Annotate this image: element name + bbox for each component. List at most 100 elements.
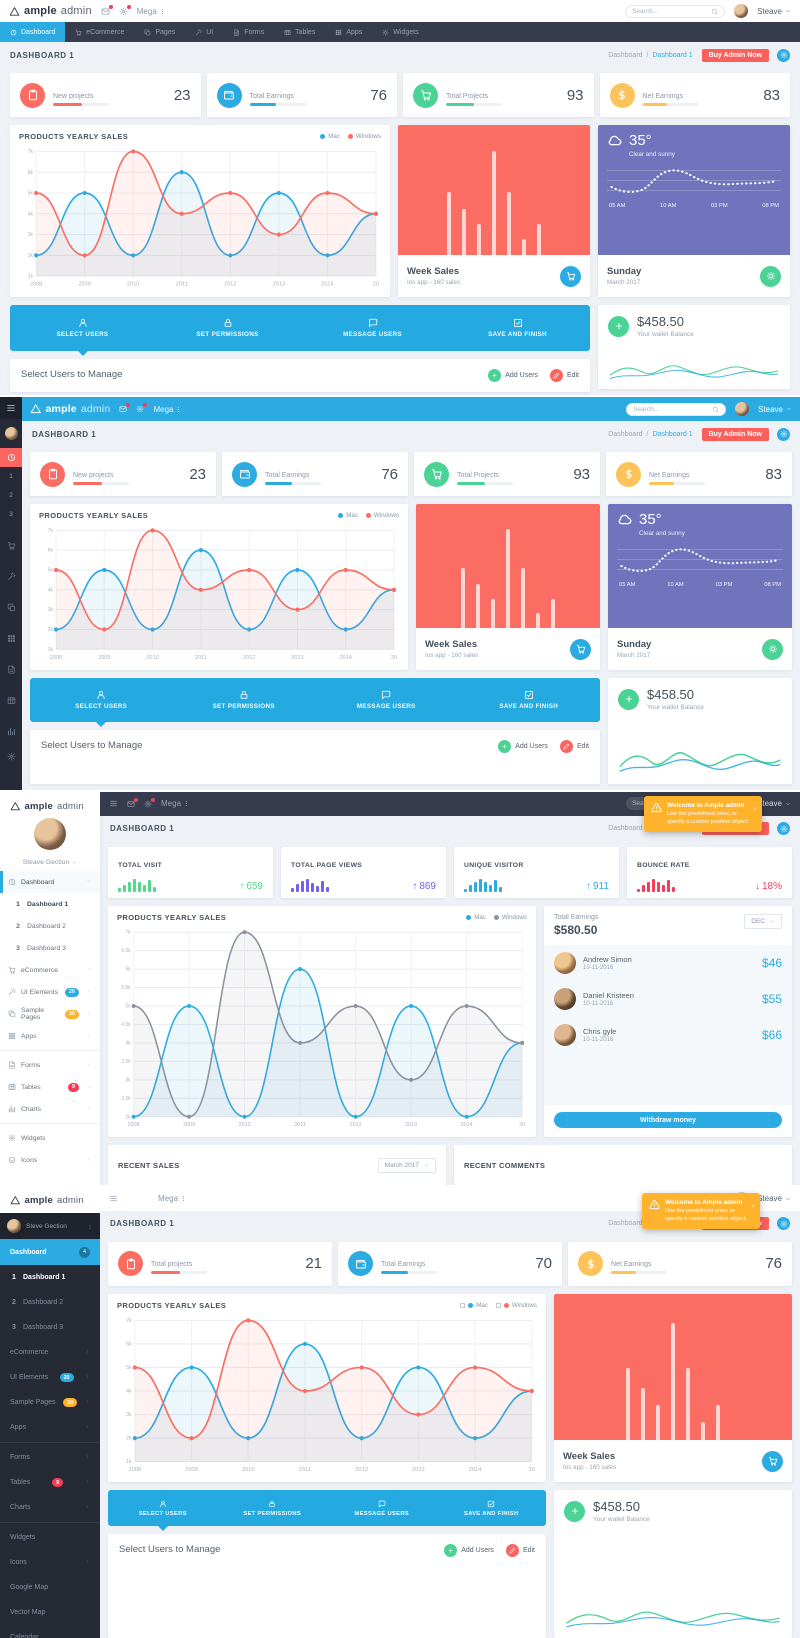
avatar[interactable] (734, 4, 749, 18)
step-select-users[interactable]: SELECT USERS (10, 305, 155, 351)
wallet-add-button[interactable] (608, 315, 629, 337)
add-users-button[interactable]: Add Users (444, 1544, 494, 1557)
avatar[interactable] (554, 987, 576, 1010)
nav-item-dashboard[interactable]: Dashboard (0, 22, 66, 42)
settings-button[interactable] (777, 427, 790, 441)
mega-menu[interactable]: Mega (161, 799, 190, 808)
step-select-users[interactable]: SELECT USERS (108, 1490, 218, 1526)
sidebar-item-dashboard[interactable]: Dashboard 4 (0, 1239, 100, 1265)
sidebar-item-calendar[interactable]: Calendar (0, 1625, 100, 1638)
edit-users-button[interactable]: Edit (559, 740, 589, 753)
step-set-permissions[interactable]: SET PERMISSIONS (218, 1490, 328, 1526)
wallet-add-button[interactable] (564, 1500, 585, 1522)
sidebar-item-file[interactable] (7, 661, 16, 679)
profile-menu[interactable]: Steave Gection (0, 859, 100, 866)
week-sales-cart-button[interactable] (762, 1450, 783, 1472)
buy-admin-button[interactable]: Buy Admin Now (701, 427, 769, 441)
legend-item-mac[interactable]: Mac (466, 914, 486, 921)
sidebar-toggle[interactable] (0, 397, 22, 419)
sidebar-item-ecommerce[interactable]: eCommerce (0, 959, 100, 981)
weather-sun-button[interactable] (762, 638, 783, 660)
gear-button[interactable] (144, 797, 155, 808)
legend-item-windows[interactable]: Windows (495, 1302, 537, 1309)
user-menu[interactable]: Steave (757, 799, 791, 808)
sidebar-item-tables[interactable]: Tables 9 (0, 1470, 100, 1495)
legend-item-mac[interactable]: Mac (460, 1302, 488, 1309)
period-select[interactable]: DEC (744, 913, 782, 929)
sidebar-profile[interactable]: Steve Gection (0, 1213, 100, 1239)
step-select-users[interactable]: SELECT USERS (30, 678, 173, 722)
nav-item-forms[interactable]: Forms (223, 22, 274, 42)
nav-item-ecommerce[interactable]: eCommerce (65, 22, 134, 42)
step-save-and-finish[interactable]: SAVE AND FINISH (437, 1490, 547, 1526)
sidebar-item-dashboard-1[interactable]: 1 Dashboard 1 (0, 893, 100, 915)
earner-row[interactable]: Daniel Kristeen 10-11-2016 $55 (544, 981, 792, 1017)
earner-row[interactable]: Chris gyle 10-11-2016 $66 (544, 1017, 792, 1053)
sidebar-item-copy[interactable] (7, 599, 16, 617)
legend-item-windows[interactable]: Windows (365, 512, 399, 519)
sidebar-item-forms[interactable]: Forms (0, 1445, 100, 1470)
sidebar-item-cart[interactable] (7, 537, 16, 555)
avatar[interactable] (735, 402, 750, 416)
sidebar-item-widgets[interactable]: Widgets (0, 1127, 100, 1149)
avatar[interactable] (554, 1023, 576, 1046)
toast-close-button[interactable] (752, 799, 758, 817)
nav-item-tables[interactable]: Tables (274, 22, 325, 42)
sidebar-item-dashboard-2[interactable]: 2 Dashboard 2 (0, 1290, 100, 1315)
search-input[interactable]: Search... (625, 4, 726, 18)
weather-sun-button[interactable] (760, 265, 781, 287)
week-sales-cart-button[interactable] (570, 638, 591, 660)
sidebar-item-ui-elements[interactable]: UI Elements 20 (0, 1365, 100, 1390)
user-menu[interactable]: Steave (758, 405, 792, 414)
sidebar-item-charts[interactable]: Charts (0, 1098, 100, 1120)
nav-item-apps[interactable]: Apps (325, 22, 372, 42)
legend-item-mac[interactable]: Mac (338, 512, 358, 519)
mail-button[interactable] (127, 797, 138, 808)
sidebar-item-tables[interactable]: Tables 9 (0, 1076, 100, 1098)
nav-item-pages[interactable]: Pages (134, 22, 185, 42)
earner-row[interactable]: Andrew Simon 10-11-2016 $46 (544, 945, 792, 981)
add-users-button[interactable]: Add Users (488, 369, 538, 382)
menu-toggle-button[interactable] (109, 1194, 118, 1203)
withdraw-money-button[interactable]: Withdraw money (554, 1112, 782, 1128)
sidebar-item-dashboard-1[interactable]: 1 Dashboard 1 (0, 1265, 100, 1290)
sidebar-item-charts[interactable]: Charts (0, 1495, 100, 1520)
week-sales-cart-button[interactable] (560, 265, 581, 287)
mega-menu[interactable]: Mega (153, 405, 182, 414)
search-input[interactable]: Search... (626, 402, 727, 416)
mega-menu[interactable]: Mega (137, 7, 166, 16)
sidebar-item-dashboard[interactable]: Dashboard (0, 871, 100, 893)
toast-close-button[interactable] (750, 1196, 756, 1214)
sidebar-item-dashboard-1[interactable]: 1 (9, 473, 13, 480)
sidebar-item-google-map[interactable]: Google Map (0, 1575, 100, 1600)
sidebar-item-icons[interactable]: Icons (0, 1550, 100, 1575)
sidebar-item-dashboard-2[interactable]: 2 (9, 492, 13, 499)
legend-item-windows[interactable]: Windows (347, 133, 381, 140)
step-message-users[interactable]: MESSAGE USERS (315, 678, 458, 722)
sidebar-item-dashboard-3[interactable]: 3 Dashboard 3 (0, 1315, 100, 1340)
sidebar-item-dashboard[interactable] (0, 448, 22, 467)
step-message-users[interactable]: MESSAGE USERS (327, 1490, 437, 1526)
mail-button[interactable] (101, 4, 113, 16)
step-save-and-finish[interactable]: SAVE AND FINISH (458, 678, 601, 722)
settings-button[interactable] (777, 48, 790, 62)
sidebar-item-apps[interactable]: Apps (0, 1025, 100, 1047)
sidebar-item-chart[interactable] (7, 723, 16, 741)
step-message-users[interactable]: MESSAGE USERS (300, 305, 445, 351)
nav-item-ui[interactable]: UI (185, 22, 223, 42)
buy-admin-button[interactable]: Buy Admin Now (701, 48, 769, 62)
legend-item-windows[interactable]: Windows (493, 914, 527, 921)
avatar[interactable] (7, 1219, 21, 1233)
gear-button[interactable] (119, 4, 131, 16)
recent-sales-period-select[interactable]: March 2017 (377, 1157, 436, 1173)
sidebar-item-sample-pages[interactable]: Sample Pages 30 (0, 1003, 100, 1025)
sidebar-item-dashboard-3[interactable]: 3 (9, 511, 13, 518)
avatar[interactable] (554, 951, 576, 974)
mega-menu[interactable]: Mega (158, 1194, 187, 1203)
user-menu[interactable]: Steave (757, 7, 791, 16)
gear-button[interactable] (136, 403, 148, 413)
sidebar-item-vector-map[interactable]: Vector Map (0, 1600, 100, 1625)
sidebar-item-icons[interactable]: Icons (0, 1149, 100, 1171)
nav-item-widgets[interactable]: Widgets (372, 22, 428, 42)
avatar[interactable] (34, 818, 66, 850)
